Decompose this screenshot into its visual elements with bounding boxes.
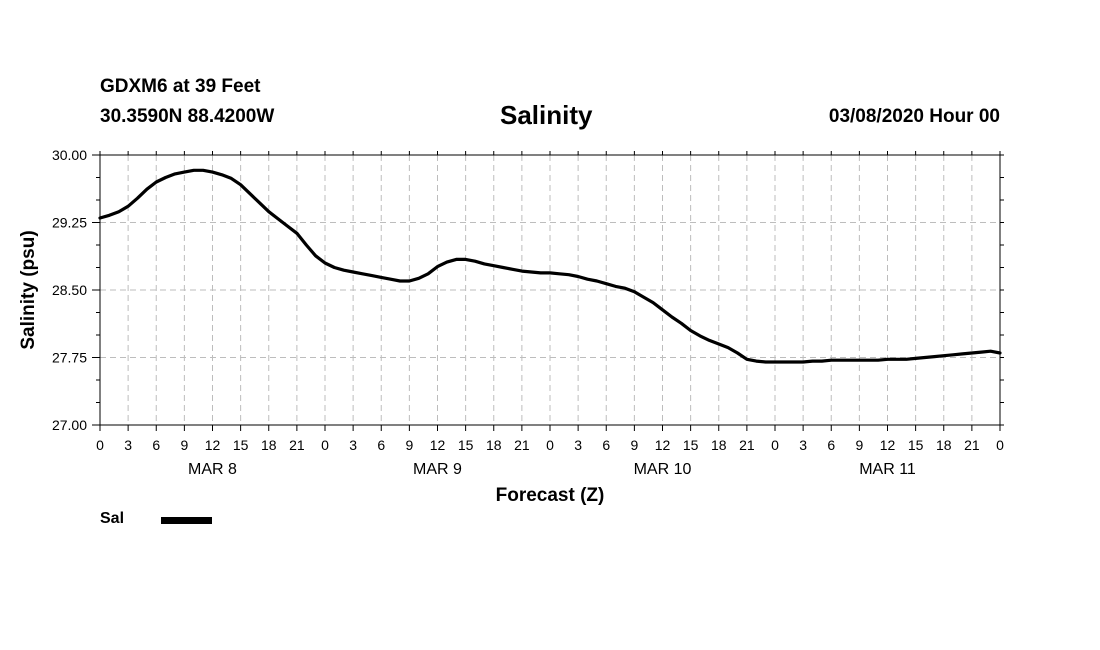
x-tick-label: 9 xyxy=(855,437,863,453)
y-tick-label: 27.00 xyxy=(52,417,87,433)
coordinates-label: 30.3590N 88.4200W xyxy=(100,106,275,127)
x-tick-label: 15 xyxy=(683,437,699,453)
day-label: MAR 8 xyxy=(188,461,237,478)
y-axis-title: Salinity (psu) xyxy=(18,230,39,349)
day-label: MAR 10 xyxy=(634,461,692,478)
x-tick-label: 21 xyxy=(514,437,530,453)
x-tick-label: 0 xyxy=(96,437,104,453)
station-label: GDXM6 at 39 Feet xyxy=(100,76,261,97)
legend-swatch xyxy=(161,517,212,524)
x-tick-label: 21 xyxy=(964,437,980,453)
y-tick-label: 30.00 xyxy=(52,147,87,163)
x-tick-label: 21 xyxy=(739,437,755,453)
x-tick-label: 18 xyxy=(486,437,502,453)
y-tick-label: 27.75 xyxy=(52,350,87,366)
x-tick-label: 12 xyxy=(430,437,446,453)
x-tick-label: 0 xyxy=(771,437,779,453)
forecast-date-label: 03/08/2020 Hour 00 xyxy=(828,106,1000,127)
x-tick-label: 21 xyxy=(289,437,305,453)
x-tick-label: 9 xyxy=(180,437,188,453)
x-tick-label: 9 xyxy=(630,437,638,453)
x-tick-label: 18 xyxy=(936,437,952,453)
x-tick-label: 3 xyxy=(574,437,582,453)
x-tick-label: 18 xyxy=(711,437,727,453)
x-tick-label: 15 xyxy=(908,437,924,453)
x-axis-title: Forecast (Z) xyxy=(496,485,605,506)
day-label: MAR 9 xyxy=(413,461,462,478)
x-tick-label: 6 xyxy=(602,437,610,453)
x-tick-label: 6 xyxy=(377,437,385,453)
x-tick-label: 6 xyxy=(152,437,160,453)
chart-title: Salinity xyxy=(500,100,593,130)
x-tick-label: 18 xyxy=(261,437,277,453)
y-tick-label: 28.50 xyxy=(52,282,87,298)
x-tick-label: 0 xyxy=(996,437,1004,453)
x-tick-label: 9 xyxy=(405,437,413,453)
x-tick-label: 3 xyxy=(799,437,807,453)
x-tick-label: 12 xyxy=(205,437,221,453)
series-line-sal xyxy=(98,168,1002,364)
x-tick-label: 12 xyxy=(655,437,671,453)
x-tick-label: 3 xyxy=(124,437,132,453)
x-tick-label: 6 xyxy=(827,437,835,453)
x-tick-label: 12 xyxy=(880,437,896,453)
day-label: MAR 11 xyxy=(859,461,916,478)
y-tick-label: 29.25 xyxy=(52,215,87,231)
x-tick-label: 15 xyxy=(233,437,249,453)
legend-label: Sal xyxy=(100,510,125,527)
x-tick-label: 0 xyxy=(546,437,554,453)
x-tick-label: 3 xyxy=(349,437,357,453)
x-tick-label: 0 xyxy=(321,437,329,453)
x-tick-label: 15 xyxy=(458,437,474,453)
